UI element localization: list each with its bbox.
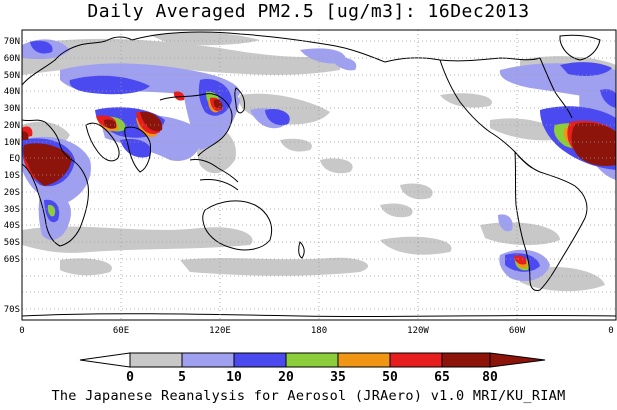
lat-label: 70S xyxy=(4,305,20,315)
lat-label: 50N xyxy=(4,71,20,81)
lat-label: 60N xyxy=(4,54,20,64)
lon-label: 60E xyxy=(113,326,129,336)
lat-label: 10S xyxy=(4,171,20,181)
plot-frame xyxy=(21,29,617,321)
pm25-fields xyxy=(22,32,616,292)
colorbar-label: 0 xyxy=(126,370,134,385)
lon-label: 60W xyxy=(509,326,526,336)
colorbar-label: 50 xyxy=(382,370,398,385)
footer-credit: The Japanese Reanalysis for Aerosol (JRA… xyxy=(51,388,566,404)
lat-label: 20N xyxy=(4,121,20,131)
colorbar-swatch xyxy=(233,352,287,368)
colorbar-swatch xyxy=(337,352,391,368)
lat-label: 50S xyxy=(4,238,20,248)
lat-label: 10N xyxy=(4,138,20,148)
colorbar-swatch xyxy=(129,352,183,368)
lat-label: 20S xyxy=(4,188,20,198)
lat-label: 30S xyxy=(4,205,20,215)
colorbar-label: 35 xyxy=(330,370,346,385)
colorbar-label: 65 xyxy=(434,370,450,385)
lat-label: 40N xyxy=(4,87,20,97)
map-title: Daily Averaged PM2.5 [ug/m3]: 16Dec2013 xyxy=(87,1,530,22)
level-80-plus-areas xyxy=(22,99,616,186)
colorbar-swatch xyxy=(441,352,491,368)
lon-label: 120E xyxy=(209,326,231,336)
lat-label: 40S xyxy=(4,221,20,231)
lat-label: EQ xyxy=(9,154,20,164)
lon-label: 120W xyxy=(407,326,429,336)
colorbar-label: 20 xyxy=(278,370,294,385)
latitude-labels: 70N 60N 50N 40N 30N 20N 10N EQ 10S 20S 3… xyxy=(4,37,20,315)
colorbar: 0 5 10 20 35 50 65 80 xyxy=(79,352,546,385)
colorbar-label: 80 xyxy=(482,370,498,385)
colorbar-swatch xyxy=(285,352,339,368)
graticule xyxy=(22,30,616,320)
longitude-labels: 0 60E 120E 180 120W 60W 0 xyxy=(19,326,613,336)
colorbar-label: 5 xyxy=(178,370,186,385)
colorbar-max-arrow xyxy=(489,352,546,368)
lat-label: 60S xyxy=(4,255,20,265)
lat-label: 30N xyxy=(4,104,20,114)
colorbar-min-arrow xyxy=(79,352,131,368)
lon-label: 0 xyxy=(19,326,24,336)
colorbar-label: 10 xyxy=(226,370,242,385)
lat-label: 70N xyxy=(4,37,20,47)
lon-label: 0 xyxy=(608,326,613,336)
colorbar-swatch xyxy=(181,352,235,368)
colorbar-swatch xyxy=(389,352,443,368)
pm25-map: 70N 60N 50N 40N 30N 20N 10N EQ 10S 20S 3… xyxy=(4,29,617,385)
lon-label: 180 xyxy=(311,326,327,336)
